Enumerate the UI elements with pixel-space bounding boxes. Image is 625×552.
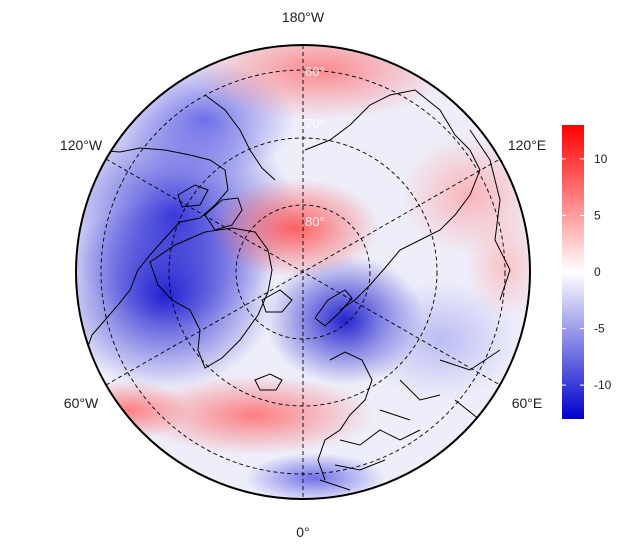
anomaly-europe-blue: [245, 453, 385, 499]
lat-label-80: 80°: [305, 214, 325, 229]
anomaly-field: [76, 45, 530, 499]
lon-label-upper-right: 120°E: [508, 137, 546, 153]
lon-label-lower-left: 60°W: [64, 395, 99, 411]
colorbar-tick-label: 5: [594, 208, 601, 222]
lat-label-60: 60°: [305, 64, 325, 79]
canadian-archipelago: [177, 184, 243, 231]
coastlines: [84, 89, 511, 491]
colorbar: 10 5 0 -5 -10: [562, 125, 612, 419]
colorbar-ticks: 10 5 0 -5 -10: [562, 152, 612, 392]
scandinavia-coast: [317, 351, 373, 481]
colorbar-tick-label: 0: [594, 265, 601, 279]
graticule: [100, 45, 506, 499]
anomaly-ural-blue: [360, 280, 520, 400]
alaska-coast: [204, 94, 276, 181]
anomaly-atlantic-red: [135, 375, 375, 455]
meridian-120w-60e: [105, 158, 501, 386]
lat-label-70: 70°: [305, 116, 325, 131]
lon-label-bottom: 0°: [296, 524, 309, 540]
colorbar-tick-label: 10: [594, 152, 608, 166]
europe-borders: [319, 379, 441, 491]
novaya-zemlya: [314, 289, 353, 327]
colorbar-ramp: [562, 125, 584, 419]
colorbar-tick-label: -10: [594, 378, 612, 392]
siberia-coast: [304, 89, 481, 311]
lon-label-lower-right: 60°E: [512, 395, 543, 411]
lon-label-upper-left: 120°W: [60, 137, 103, 153]
asia-borders: [439, 129, 511, 421]
svalbard: [261, 289, 293, 313]
iceland: [254, 373, 283, 391]
canada-coast: [84, 147, 229, 356]
lon-label-top: 180°W: [282, 9, 325, 25]
map-outline: [75, 44, 531, 500]
anomaly-bering-red: [190, 45, 450, 120]
colorbar-tick-label: -5: [594, 322, 605, 336]
anomaly-pole-red: [210, 178, 380, 278]
